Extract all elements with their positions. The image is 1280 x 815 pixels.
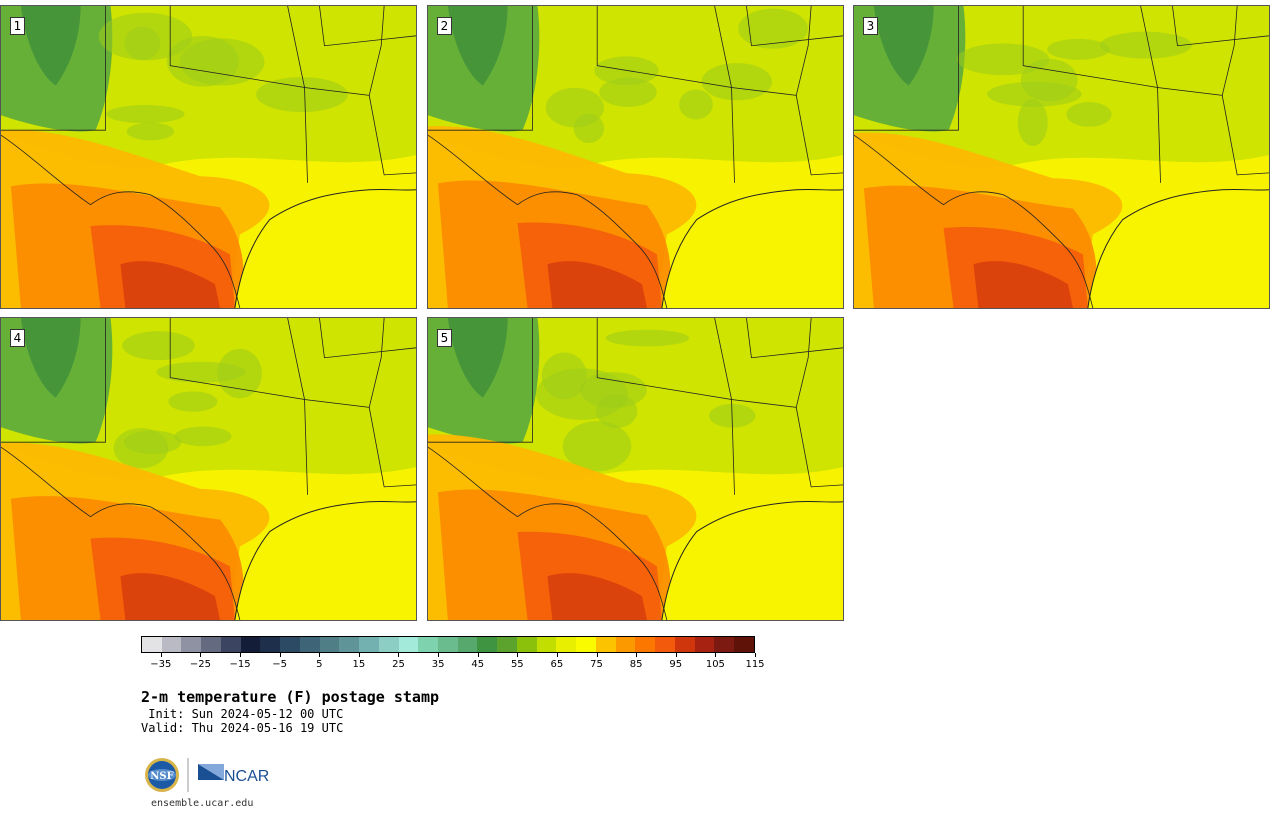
- map-title: 2-m temperature (F) postage stamp: [141, 688, 440, 706]
- panel-label-4: 4: [10, 329, 25, 347]
- colorbar-swatch: [181, 637, 202, 652]
- colorbar-tick: [755, 653, 756, 657]
- temperature-map-5: [428, 318, 843, 620]
- colorbar-tick-label: 85: [629, 659, 643, 670]
- temperature-map-3: [854, 6, 1269, 308]
- colorbar-swatch: [398, 637, 419, 652]
- colorbar-tick: [200, 653, 202, 657]
- colorbar-swatch: [655, 637, 675, 652]
- temperature-map-4: [1, 318, 416, 620]
- nsf-logo-text: NSF: [150, 771, 173, 782]
- colorbar-tick: [477, 653, 479, 657]
- colorbar-swatch: [674, 637, 695, 652]
- colorbar-swatch: [201, 637, 221, 652]
- colorbar-swatch: [714, 637, 735, 652]
- colorbar-tick-label: 65: [550, 659, 564, 670]
- ncar-logo-text: NCAR: [224, 768, 269, 785]
- colorbar-tick: [636, 653, 638, 657]
- postage-stamp-panel-2: 2: [427, 5, 844, 309]
- colorbar-tick: [240, 653, 242, 657]
- valid-time: Valid: Thu 2024-05-16 19 UTC: [141, 721, 344, 735]
- colorbar-tick: [319, 653, 321, 657]
- site-url: ensemble.ucar.edu: [151, 798, 254, 809]
- colorbar-tick-label: −35: [150, 659, 172, 670]
- colorbar-tick-label: 35: [431, 659, 445, 670]
- temperature-colorbar: [141, 636, 755, 653]
- colorbar-tick-label: 5: [316, 659, 323, 670]
- colorbar-swatch: [260, 637, 281, 652]
- colorbar-swatch: [615, 637, 636, 652]
- colorbar-swatch: [438, 637, 458, 652]
- colorbar-swatch: [240, 637, 261, 652]
- postage-stamp-panel-5: 5: [427, 317, 844, 621]
- colorbar-tick-label: 75: [590, 659, 603, 670]
- colorbar-ticks: −35 −25 −15 −5 5 15 25 35 45 55 65 75 85 95 105 115: [141, 653, 765, 673]
- colorbar-swatch: [457, 637, 478, 652]
- colorbar-swatch: [635, 637, 656, 652]
- colorbar-tick-label: −15: [229, 659, 251, 670]
- colorbar-tick-label: 15: [352, 659, 366, 670]
- colorbar-tick: [279, 653, 281, 657]
- colorbar-swatch: [418, 637, 439, 652]
- colorbar-tick-label: 45: [471, 659, 485, 670]
- colorbar-swatch: [161, 637, 182, 652]
- colorbar-swatch: [142, 637, 162, 652]
- panel-label-5: 5: [437, 329, 452, 347]
- colorbar-swatch: [299, 637, 320, 652]
- colorbar-tick-label: 105: [705, 659, 725, 670]
- temperature-map-2: [428, 6, 843, 308]
- colorbar-tick-label: 55: [510, 659, 524, 670]
- nsf-ncar-logos: NSF NCAR: [145, 758, 269, 792]
- colorbar-tick: [438, 653, 440, 657]
- colorbar-tick: [596, 653, 598, 657]
- colorbar-tick: [715, 653, 717, 657]
- colorbar-tick: [358, 653, 360, 657]
- colorbar-tick: [556, 653, 558, 657]
- postage-stamp-panel-1: 1: [0, 5, 417, 309]
- colorbar-swatch: [359, 637, 379, 652]
- postage-stamp-panel-3: 3: [853, 5, 1270, 309]
- colorbar-tick-label: 95: [669, 659, 683, 670]
- panel-label-1: 1: [10, 17, 25, 35]
- colorbar-tick-label: 115: [745, 659, 765, 670]
- colorbar-tick: [398, 653, 400, 657]
- colorbar-swatch: [694, 637, 715, 652]
- colorbar-tick: [675, 653, 677, 657]
- temperature-map-1: [1, 6, 416, 308]
- colorbar-swatch: [556, 637, 577, 652]
- colorbar-swatch: [280, 637, 300, 652]
- colorbar-swatch: [319, 637, 340, 652]
- colorbar-swatch: [516, 637, 537, 652]
- colorbar-swatch: [220, 637, 241, 652]
- colorbar-swatch: [576, 637, 596, 652]
- colorbar-tick-label: 25: [392, 659, 405, 670]
- colorbar-swatch: [339, 637, 360, 652]
- colorbar-swatch: [378, 637, 399, 652]
- colorbar-tick: [517, 653, 519, 657]
- init-time: Init: Sun 2024-05-12 00 UTC: [141, 707, 344, 721]
- colorbar-swatch: [595, 637, 616, 652]
- colorbar-swatch: [477, 637, 498, 652]
- colorbar-swatch: [536, 637, 557, 652]
- panel-label-3: 3: [863, 17, 878, 35]
- ncar-logo-icon: NCAR: [198, 764, 269, 785]
- colorbar-swatch: [734, 637, 754, 652]
- colorbar-tick-label: −25: [189, 659, 211, 670]
- colorbar-swatch: [497, 637, 517, 652]
- panel-label-2: 2: [437, 17, 452, 35]
- nsf-logo-icon: NSF: [145, 758, 179, 792]
- colorbar-tick: [160, 653, 162, 657]
- postage-stamp-panel-4: 4: [0, 317, 417, 621]
- colorbar-tick-label: −5: [272, 659, 288, 670]
